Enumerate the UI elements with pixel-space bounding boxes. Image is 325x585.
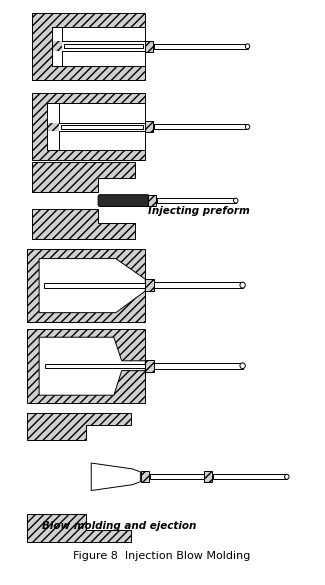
Bar xyxy=(32,94,145,160)
Ellipse shape xyxy=(234,198,238,203)
Bar xyxy=(45,364,145,368)
Polygon shape xyxy=(39,337,145,395)
Bar xyxy=(64,44,143,48)
Bar xyxy=(52,51,145,66)
Bar xyxy=(44,283,145,288)
Text: Injecting preform: Injecting preform xyxy=(148,207,250,216)
Bar xyxy=(154,125,248,129)
Bar xyxy=(145,279,154,291)
Bar xyxy=(27,329,145,403)
Ellipse shape xyxy=(245,44,250,49)
Bar xyxy=(47,131,145,150)
Bar xyxy=(154,363,242,369)
Bar xyxy=(157,198,236,203)
Bar xyxy=(32,13,145,80)
Bar xyxy=(145,41,153,51)
Bar xyxy=(39,259,116,312)
Ellipse shape xyxy=(240,363,245,369)
Polygon shape xyxy=(39,259,145,312)
Polygon shape xyxy=(27,413,131,441)
Ellipse shape xyxy=(285,474,289,479)
Bar xyxy=(150,474,204,479)
Bar xyxy=(145,360,154,371)
Bar xyxy=(154,282,242,288)
Bar xyxy=(141,472,149,482)
Polygon shape xyxy=(27,514,131,542)
Bar xyxy=(61,125,143,129)
Bar xyxy=(154,44,248,49)
Bar xyxy=(27,249,145,322)
Bar xyxy=(126,27,145,66)
Bar xyxy=(59,123,145,131)
Polygon shape xyxy=(32,162,136,192)
Bar xyxy=(62,42,145,51)
Text: Figure 8  Injection Blow Molding: Figure 8 Injection Blow Molding xyxy=(73,550,251,560)
Bar xyxy=(116,279,145,291)
Ellipse shape xyxy=(245,125,250,129)
Bar xyxy=(52,27,145,42)
Bar xyxy=(128,104,145,150)
Bar xyxy=(145,122,153,132)
Polygon shape xyxy=(91,463,140,491)
Ellipse shape xyxy=(240,282,245,288)
Text: Blow molding and ejection: Blow molding and ejection xyxy=(42,521,197,531)
Bar xyxy=(47,104,145,123)
FancyBboxPatch shape xyxy=(98,195,149,207)
Polygon shape xyxy=(32,209,136,239)
Bar xyxy=(213,474,287,479)
Bar xyxy=(148,195,156,206)
Bar xyxy=(204,472,212,482)
